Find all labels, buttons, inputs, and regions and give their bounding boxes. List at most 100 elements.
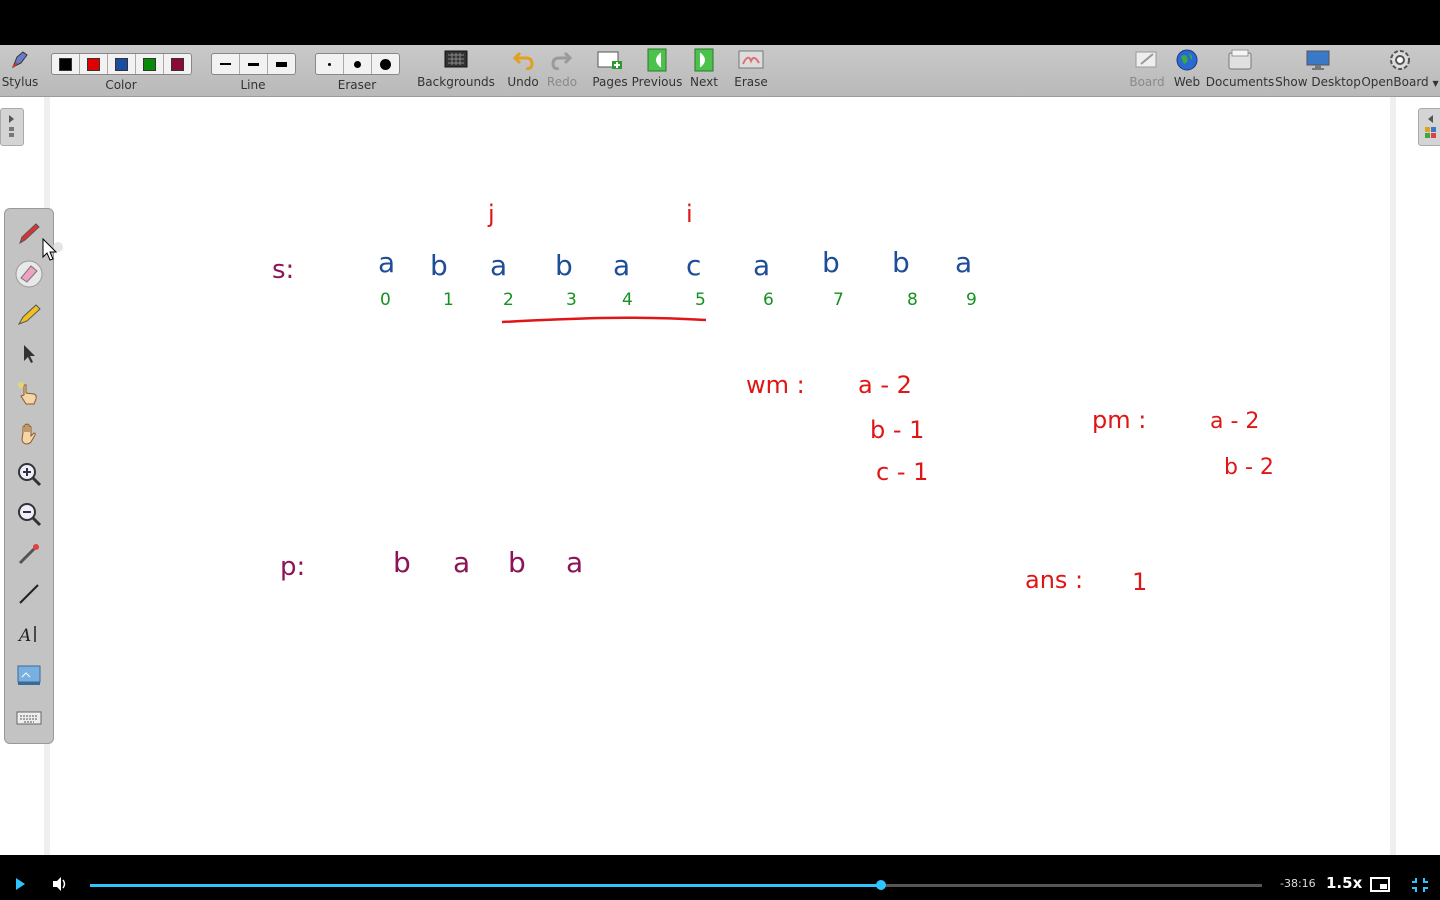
playback-speed-button[interactable]: 1.5x: [1326, 874, 1363, 892]
pages-icon: [597, 45, 623, 75]
show-desktop-button[interactable]: Show Desktop: [1275, 45, 1361, 96]
string-index-7: 7: [833, 290, 844, 310]
string-char-4: a: [613, 249, 630, 282]
pages-label: Pages: [592, 75, 628, 89]
line-medium-button[interactable]: [240, 54, 268, 74]
stylus-icon: [9, 45, 31, 75]
time-remaining: -38:16: [1280, 877, 1316, 890]
pattern-char-2: b: [508, 546, 526, 579]
eraser-small-button[interactable]: [316, 54, 344, 74]
right-panel-strip: [1390, 97, 1396, 855]
color-label: Color: [105, 78, 137, 92]
documents-icon: [1227, 45, 1253, 75]
tool-palette: A: [4, 208, 54, 744]
zoom-in-icon: [18, 463, 42, 487]
openboard-label-text: OpenBoard: [1361, 75, 1429, 89]
line-thin-button[interactable]: [212, 54, 240, 74]
line-thick-button[interactable]: [268, 54, 295, 74]
erase-button[interactable]: Erase: [733, 45, 769, 96]
p-label: p:: [280, 552, 305, 582]
pages-button[interactable]: Pages: [592, 45, 628, 96]
exit-fullscreen-icon[interactable]: [1411, 877, 1429, 893]
documents-button[interactable]: Documents: [1206, 45, 1274, 96]
openboard-label: OpenBoard ▼: [1361, 75, 1438, 91]
board-label: Board: [1129, 75, 1165, 89]
zoom-in-tool[interactable]: [14, 459, 44, 489]
hand-tool[interactable]: [14, 419, 44, 449]
undo-button[interactable]: Undo: [505, 45, 541, 96]
pen-tool[interactable]: [14, 219, 44, 249]
play-icon[interactable]: [12, 876, 28, 892]
erase-label: Erase: [734, 75, 768, 89]
laser-pointer-tool[interactable]: [14, 539, 44, 569]
color-black-button[interactable]: [52, 54, 80, 74]
color-blue-button[interactable]: [108, 54, 136, 74]
wm-entry-1: b - 1: [870, 416, 924, 444]
backgrounds-button[interactable]: Backgrounds: [417, 45, 495, 96]
gear-icon: [1388, 45, 1412, 75]
zoom-out-icon: [18, 503, 42, 527]
volume-icon[interactable]: [51, 876, 69, 892]
color-group: Color: [50, 45, 192, 96]
color-green-button[interactable]: [136, 54, 164, 74]
wm-label: wm :: [746, 371, 805, 399]
string-index-6: 6: [763, 290, 774, 310]
pattern-char-3: a: [566, 546, 583, 579]
backgrounds-label: Backgrounds: [417, 75, 495, 89]
line-tool[interactable]: [14, 579, 44, 609]
string-index-5: 5: [695, 290, 706, 310]
progress-bar[interactable]: [90, 880, 1262, 890]
capture-tool[interactable]: [14, 661, 44, 691]
board-canvas[interactable]: [0, 97, 1440, 855]
color-red-button[interactable]: [80, 54, 108, 74]
wm-entry-2: c - 1: [876, 458, 928, 486]
undo-icon: [512, 45, 534, 75]
color-maroon-button[interactable]: [164, 54, 191, 74]
eraser-large-button[interactable]: [372, 54, 399, 74]
pm-entry-0: a - 2: [1210, 409, 1259, 434]
openboard-menu-button[interactable]: OpenBoard ▼: [1361, 45, 1439, 96]
select-tool[interactable]: [14, 339, 44, 369]
eraser-tool[interactable]: [14, 259, 44, 289]
string-char-5: c: [686, 249, 701, 282]
string-index-1: 1: [443, 290, 454, 310]
keyboard-tool[interactable]: [14, 703, 44, 733]
right-panel-toggle[interactable]: [1418, 108, 1440, 146]
pattern-char-0: b: [393, 546, 411, 579]
capture-icon: [17, 665, 41, 685]
next-button[interactable]: Next: [688, 45, 720, 96]
string-char-8: b: [892, 246, 910, 279]
eraser-size-selector: [314, 53, 400, 75]
web-button[interactable]: Web: [1171, 45, 1203, 96]
pointer-i: i: [686, 200, 693, 228]
picture-in-picture-icon[interactable]: [1370, 877, 1390, 893]
globe-icon: [1175, 45, 1199, 75]
previous-page-icon: [646, 45, 668, 75]
string-char-2: a: [490, 249, 507, 282]
string-index-3: 3: [566, 290, 577, 310]
left-panel-toggle[interactable]: [0, 108, 24, 146]
s-label: s:: [272, 255, 294, 285]
stylus-button[interactable]: Stylus: [2, 45, 38, 96]
line-icon: [19, 584, 39, 604]
highlighter-tool[interactable]: [14, 299, 44, 329]
progress-handle[interactable]: [876, 880, 887, 890]
zoom-out-tool[interactable]: [14, 499, 44, 529]
svg-text:A: A: [17, 626, 31, 646]
board-button[interactable]: Board: [1129, 45, 1165, 96]
string-index-8: 8: [907, 290, 918, 310]
web-label: Web: [1173, 75, 1201, 89]
redo-button[interactable]: Redo: [544, 45, 580, 96]
interact-tool[interactable]: [14, 379, 44, 409]
previous-label: Previous: [631, 75, 683, 89]
previous-button[interactable]: Previous: [631, 45, 683, 96]
chevron-right-icon: [9, 115, 14, 137]
text-tool[interactable]: A: [14, 619, 44, 649]
show-desktop-label: Show Desktop: [1275, 75, 1361, 89]
video-player-bar: -38:16 1.5x: [0, 855, 1440, 900]
eraser-medium-button[interactable]: [344, 54, 372, 74]
stylus-label: Stylus: [1, 75, 39, 89]
backgrounds-icon: [444, 45, 468, 75]
